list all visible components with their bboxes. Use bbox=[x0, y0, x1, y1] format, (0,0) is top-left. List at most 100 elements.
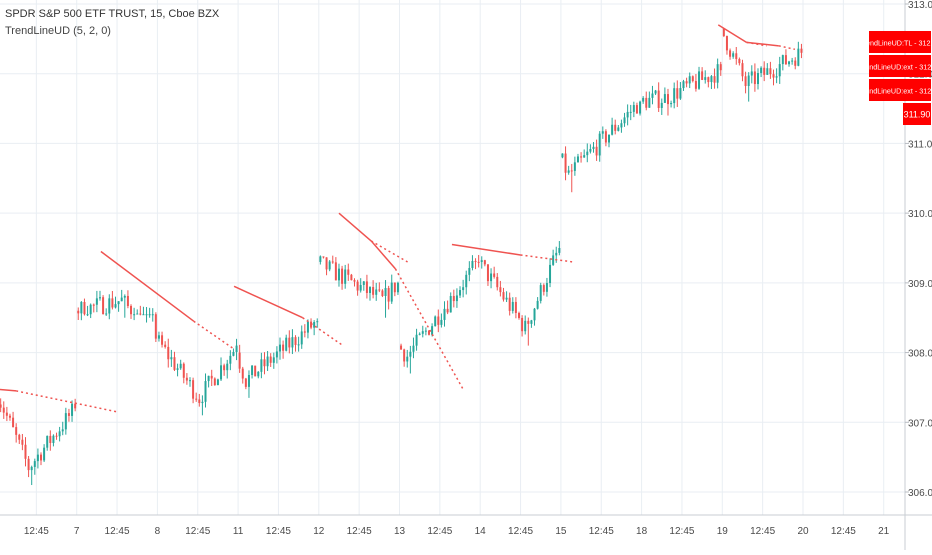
candle-body bbox=[474, 260, 477, 262]
candle-body bbox=[238, 352, 241, 369]
candle-body bbox=[409, 351, 412, 357]
price-label-tag[interactable]: TrendLineUD:ext - 312.39 bbox=[859, 55, 932, 77]
trendline bbox=[370, 240, 397, 270]
candle-body bbox=[750, 71, 753, 76]
candle-body bbox=[247, 375, 250, 387]
candle-body bbox=[521, 317, 524, 332]
candle-body bbox=[353, 280, 356, 282]
x-tick-label: 12:45 bbox=[750, 526, 775, 537]
candle-body bbox=[415, 334, 418, 346]
candle-body bbox=[747, 75, 750, 86]
candle-body bbox=[325, 257, 328, 270]
candle-body bbox=[294, 337, 297, 345]
candle-body bbox=[586, 151, 589, 156]
candle-body bbox=[139, 313, 142, 315]
candle-body bbox=[164, 344, 167, 347]
candle-body bbox=[43, 447, 46, 461]
candle-body bbox=[18, 434, 21, 440]
symbol-title[interactable]: SPDR S&P 500 ETF TRUST, 15, Cboe BZX bbox=[5, 8, 220, 20]
candle-body bbox=[629, 111, 632, 113]
candle-body bbox=[729, 50, 732, 57]
candle-body bbox=[390, 282, 393, 302]
candle-body bbox=[490, 273, 493, 282]
candle-body bbox=[589, 149, 592, 152]
candle-body bbox=[341, 268, 344, 284]
candle-body bbox=[15, 427, 18, 435]
candle-body bbox=[635, 105, 638, 114]
price-label-bg bbox=[903, 103, 931, 125]
candle-body bbox=[558, 248, 561, 253]
candle-body bbox=[232, 351, 235, 356]
candle-body bbox=[201, 401, 204, 404]
candle-body bbox=[719, 64, 722, 71]
candle-body bbox=[105, 313, 108, 315]
candle-body bbox=[33, 461, 36, 467]
y-tick-label: 307.00 bbox=[908, 418, 932, 429]
candle-body bbox=[763, 67, 766, 75]
candle-body bbox=[157, 335, 160, 339]
candle-body bbox=[427, 330, 430, 335]
candle-body bbox=[30, 466, 33, 471]
candle-body bbox=[275, 351, 278, 358]
candle-body bbox=[738, 59, 741, 64]
candle-body bbox=[362, 281, 365, 285]
candle-body bbox=[707, 77, 710, 83]
candle-body bbox=[685, 81, 688, 84]
candle-body bbox=[126, 295, 129, 306]
candle-body bbox=[580, 156, 583, 158]
candle-body bbox=[359, 284, 362, 291]
candle-body bbox=[117, 301, 120, 305]
candle-body bbox=[372, 287, 375, 295]
candle-body bbox=[462, 287, 465, 291]
candle-body bbox=[576, 156, 579, 163]
y-tick-label: 313.00 bbox=[908, 0, 932, 11]
candle-body bbox=[195, 398, 198, 400]
price-label-text: TrendLineUD:ext - 312.36 bbox=[859, 87, 932, 96]
candle-body bbox=[660, 102, 663, 108]
y-tick-label: 308.00 bbox=[908, 349, 932, 360]
x-tick-label: 12:45 bbox=[347, 526, 372, 537]
candle-body bbox=[282, 344, 285, 351]
candle-body bbox=[55, 435, 58, 437]
trendline-extension bbox=[394, 268, 465, 392]
candle-body bbox=[452, 295, 455, 302]
x-tick-label: 12:45 bbox=[589, 526, 614, 537]
candle-body bbox=[260, 359, 263, 372]
price-label-text: 311.90 bbox=[904, 110, 931, 120]
candle-body bbox=[313, 322, 316, 328]
x-tick-label: 12:45 bbox=[266, 526, 291, 537]
candle-body bbox=[130, 305, 133, 315]
candle-body bbox=[418, 333, 421, 335]
candle-body bbox=[179, 363, 182, 369]
candle-body bbox=[288, 337, 291, 348]
candle-body bbox=[552, 255, 555, 265]
candle-body bbox=[403, 349, 406, 362]
candle-body bbox=[269, 356, 272, 363]
candle-body bbox=[449, 295, 452, 313]
price-label-tag[interactable]: 311.90 bbox=[903, 103, 931, 125]
candle-body bbox=[670, 103, 673, 105]
candle-body bbox=[350, 274, 353, 281]
candle-body bbox=[216, 379, 219, 386]
candle-body bbox=[378, 289, 381, 291]
candle-body bbox=[539, 285, 542, 301]
candle-body bbox=[424, 330, 427, 332]
candle-body bbox=[241, 368, 244, 379]
candle-body bbox=[279, 344, 282, 352]
price-label-text: TrendLineUD:TL - 312.40 bbox=[860, 39, 932, 48]
indicator-label[interactable]: TrendLineUD (5, 2, 0) bbox=[5, 25, 111, 37]
price-label-tag[interactable]: TrendLineUD:ext - 312.36 bbox=[859, 79, 932, 101]
candle-body bbox=[310, 321, 313, 328]
candle-body bbox=[86, 314, 89, 316]
candle-body bbox=[145, 314, 148, 316]
price-label-tag[interactable]: TrendLineUD:TL - 312.40 bbox=[860, 31, 932, 53]
x-tick-label: 12:45 bbox=[105, 526, 130, 537]
candle-body bbox=[527, 320, 530, 324]
candle-body bbox=[465, 274, 468, 288]
candles-group bbox=[0, 28, 803, 486]
candle-body bbox=[220, 365, 223, 380]
candle-body bbox=[102, 297, 105, 315]
x-tick-label: 12:45 bbox=[427, 526, 452, 537]
